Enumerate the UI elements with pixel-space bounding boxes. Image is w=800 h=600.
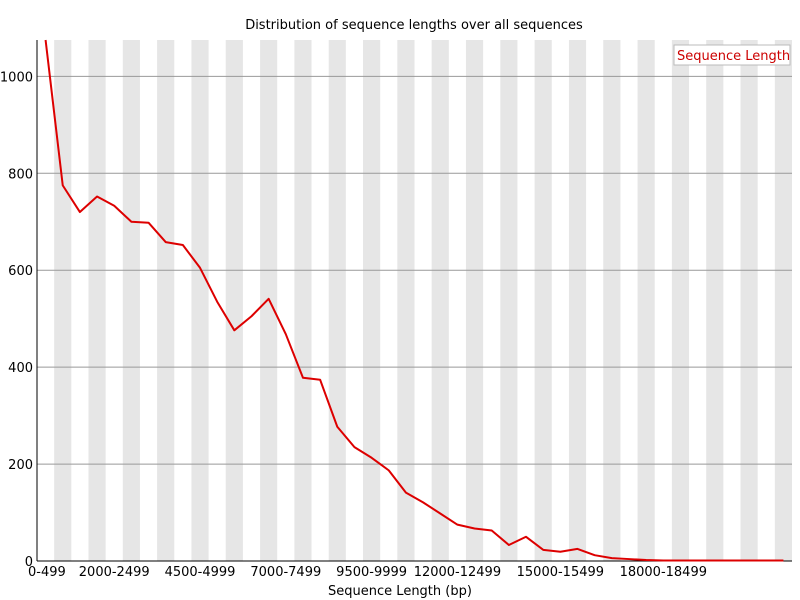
series-layer	[44, 39, 784, 562]
y-tick-label: 800	[8, 167, 33, 182]
grid-band	[157, 40, 175, 561]
grid-band	[465, 40, 484, 561]
grid-band	[500, 40, 518, 561]
grid-band	[328, 40, 346, 561]
x-tick-label: 15000-15499	[517, 565, 604, 580]
grid-band	[397, 40, 415, 561]
x-tick-labels: 0-499 2000-2499 4500-4999 7000-7499 9500-999…	[28, 565, 707, 580]
y-tick-label: 400	[8, 361, 33, 376]
x-tick-label: 18000-18499	[620, 565, 707, 580]
x-tick-label: 0-499	[28, 565, 66, 580]
grid-band	[431, 40, 449, 561]
x-tick-label: 7000-7499	[250, 565, 321, 580]
chart-title: Distribution of sequence lengths over al…	[245, 18, 583, 33]
grid-band	[191, 40, 209, 561]
grid-band	[54, 40, 72, 561]
grid-band	[122, 40, 140, 561]
grid-band	[706, 40, 724, 561]
y-tick-label: 1000	[0, 70, 33, 85]
grid-band	[774, 40, 792, 561]
grid-band	[225, 40, 243, 561]
grid-bands	[54, 40, 792, 561]
grid-band	[671, 40, 690, 561]
grid-band	[637, 40, 655, 561]
grid-band	[363, 40, 381, 561]
y-tick-label: 600	[8, 264, 33, 279]
x-tick-label: 12000-12499	[414, 565, 501, 580]
horizontal-gridlines	[37, 75, 792, 465]
x-tick-label: 9500-9999	[336, 565, 407, 580]
series-line-sequence-length	[44, 39, 784, 562]
x-tick-label: 2000-2499	[79, 565, 150, 580]
y-tick-label: 200	[8, 458, 33, 473]
x-axis-label: Sequence Length (bp)	[328, 584, 472, 599]
grid-band	[568, 40, 587, 561]
legend: Sequence Length	[673, 44, 791, 66]
grid-band	[534, 40, 552, 561]
y-tick-labels: 0 200 400 600 800 1000	[0, 70, 33, 570]
grid-band	[294, 40, 312, 561]
legend-box	[673, 44, 791, 66]
grid-band	[740, 40, 758, 561]
grid-band	[603, 40, 621, 561]
legend-entry-sequence-length: Sequence Length	[677, 49, 790, 64]
grid-band	[88, 40, 106, 561]
x-tick-label: 4500-4999	[165, 565, 236, 580]
y-tick-label: 0	[25, 555, 33, 570]
